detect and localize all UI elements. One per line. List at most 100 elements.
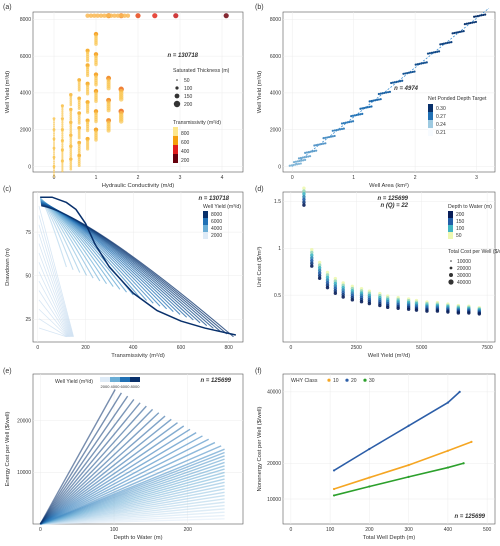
data-point xyxy=(430,51,433,54)
data-point xyxy=(471,21,474,24)
data-point xyxy=(77,143,81,147)
x-tick-label: 3 xyxy=(475,175,478,181)
legend-entry: 4000 xyxy=(111,384,121,389)
data-point xyxy=(402,72,405,75)
data-point xyxy=(297,162,301,166)
data-point xyxy=(102,13,107,18)
data-point xyxy=(61,108,64,111)
data-point xyxy=(446,401,449,404)
data-point xyxy=(98,13,104,18)
data-point xyxy=(53,123,55,126)
data-point xyxy=(318,143,321,146)
marks xyxy=(332,390,473,497)
panel-f: 0 100 200 300 400 500 10000 20000 40000 Total Wel… xyxy=(255,368,496,541)
data-point xyxy=(309,150,312,153)
panel-tag: (e) xyxy=(3,368,12,375)
fan-line xyxy=(40,445,222,525)
data-point xyxy=(474,15,478,18)
data-point xyxy=(69,167,73,171)
y-tick-label: 4000 xyxy=(270,91,281,97)
data-point xyxy=(368,100,371,103)
legend-entry: 4000 xyxy=(211,226,222,232)
x-tick-label: 100 xyxy=(326,527,335,533)
data-point xyxy=(473,15,476,18)
data-point xyxy=(446,466,449,469)
data-point xyxy=(69,93,73,97)
fan-line xyxy=(39,408,154,525)
data-point xyxy=(331,129,334,132)
data-point xyxy=(292,163,295,167)
plot-area xyxy=(282,373,496,525)
data-point xyxy=(324,142,327,145)
data-point xyxy=(53,141,55,144)
data-point xyxy=(152,13,158,19)
data-point xyxy=(332,494,336,497)
data-point xyxy=(61,134,64,137)
legend-colorbar xyxy=(173,154,178,163)
data-point xyxy=(115,13,121,18)
data-point xyxy=(350,298,355,302)
x-tick-label: 0 xyxy=(291,175,294,181)
data-point xyxy=(448,41,451,44)
data-point xyxy=(300,159,303,162)
data-point xyxy=(480,14,483,17)
data-point xyxy=(94,82,98,87)
n-label: n = 130718 xyxy=(167,53,198,59)
data-point xyxy=(478,14,481,17)
data-point xyxy=(383,91,386,95)
data-point xyxy=(119,13,124,18)
data-point xyxy=(386,91,390,94)
legend-colorbar xyxy=(448,232,453,239)
fan-line xyxy=(39,412,160,525)
legend-entry: 6000 xyxy=(121,384,131,389)
data-point xyxy=(359,113,362,116)
data-point xyxy=(414,308,419,312)
data-point xyxy=(437,50,441,53)
curve xyxy=(38,252,72,337)
legend-title: WHY Class xyxy=(291,378,318,384)
y-tick-label: 8000 xyxy=(20,17,31,23)
data-point xyxy=(61,152,64,156)
data-point xyxy=(61,145,64,148)
x-tick-label: 400 xyxy=(444,527,453,533)
data-point xyxy=(302,200,306,205)
n-q-label: n (Q) = 22 xyxy=(380,203,408,209)
legend-dot xyxy=(363,378,367,382)
data-point xyxy=(458,30,462,33)
y-tick-label: 75 xyxy=(25,230,31,236)
x-tick-label: 500 xyxy=(483,527,492,533)
legend-title: Saturated Thickness (m) xyxy=(173,68,230,74)
legend-colorbar xyxy=(203,211,208,218)
legend-entry: 0.27 xyxy=(436,114,446,120)
data-point xyxy=(77,119,81,123)
data-point xyxy=(69,148,73,152)
data-point xyxy=(85,92,90,96)
y-tick-label: 4000 xyxy=(20,91,31,97)
n-label: n = 130718 xyxy=(198,196,229,202)
data-point xyxy=(52,117,56,121)
data-point xyxy=(299,156,302,160)
data-point xyxy=(299,162,302,165)
y-tick-label: 6000 xyxy=(270,54,281,60)
data-point xyxy=(446,41,449,44)
data-point xyxy=(313,149,316,153)
legend-colorbar xyxy=(173,145,178,154)
data-point xyxy=(61,138,64,141)
data-point xyxy=(381,92,384,95)
curve xyxy=(38,327,67,338)
data-point xyxy=(77,88,81,92)
data-point xyxy=(61,165,64,169)
data-point xyxy=(77,164,81,168)
legend-entry: 0.24 xyxy=(436,122,446,128)
data-point xyxy=(450,41,453,44)
legend: Net Ponded Depth Target 0.30 0.27 0.24 0.21 xyxy=(428,96,487,136)
data-point xyxy=(69,123,73,126)
data-point xyxy=(88,13,94,18)
data-point xyxy=(460,30,463,33)
fan-line xyxy=(40,432,197,525)
legend-entry: 150 xyxy=(184,94,193,100)
x-tick-label: 0 xyxy=(36,345,39,351)
data-point xyxy=(95,13,100,18)
data-point xyxy=(53,166,55,169)
curve xyxy=(38,290,69,337)
